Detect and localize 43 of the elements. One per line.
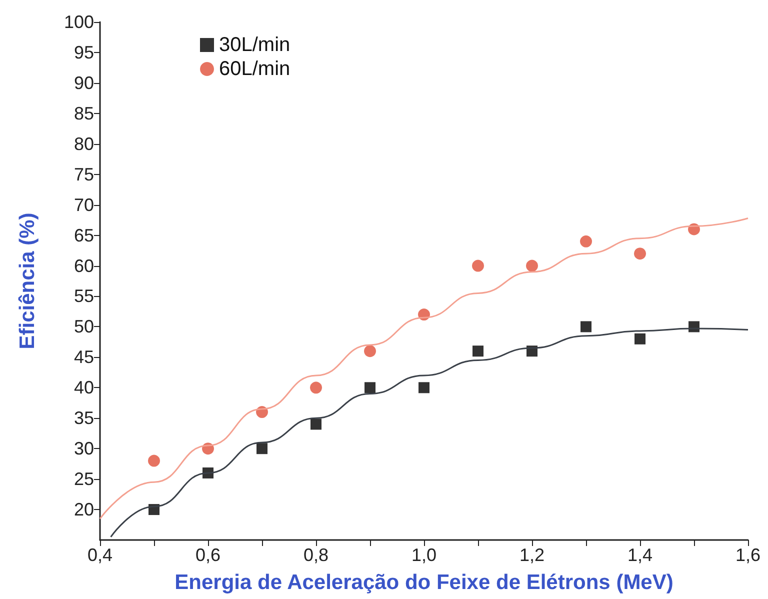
x-tick-label: 1,4 [627, 545, 653, 565]
point [310, 418, 322, 430]
y-axis-title: Eficiência (%) [16, 212, 39, 350]
y-tick-label: 50 [74, 316, 94, 337]
y-tick-label: 95 [74, 42, 94, 62]
y-tick-label: 40 [74, 378, 94, 398]
y-tick-label: 85 [74, 103, 94, 124]
y-tick-label: 45 [74, 347, 94, 368]
point [148, 454, 160, 467]
y-tick-label: 60 [74, 256, 94, 276]
x-tick-label: 1,6 [735, 545, 761, 565]
x-axis-title: Energia de Aceleração do Feixe de Elétrons (MeV) [174, 571, 674, 594]
y-tick-label: 30 [74, 438, 94, 459]
y-tick-label: 100 [64, 12, 94, 32]
point [526, 260, 538, 272]
y-tick-label: 35 [74, 408, 94, 428]
x-tick-label: 0,6 [195, 545, 221, 565]
point [634, 248, 646, 260]
y-tick-label: 65 [74, 225, 94, 246]
x-tick-label: 1,2 [519, 545, 545, 565]
point [364, 345, 376, 358]
x-tick-label: 0,4 [87, 545, 113, 565]
y-tick-label: 75 [74, 164, 94, 184]
point [418, 382, 430, 394]
y-tick-label: 25 [74, 469, 94, 490]
line-series [99, 217, 749, 520]
point [580, 235, 592, 248]
y-tick-label: 80 [74, 134, 94, 154]
point [256, 443, 268, 454]
legend-label: 60L/min [219, 58, 290, 80]
y-tick-label: 20 [74, 500, 94, 520]
point [472, 346, 484, 357]
point [472, 260, 484, 272]
x-tick-label: 0,8 [303, 545, 329, 565]
y-tick-label: 70 [74, 194, 94, 215]
point [580, 321, 592, 332]
x-tick-label: 1,0 [411, 545, 437, 565]
point [364, 382, 376, 394]
point [634, 333, 646, 344]
y-tick-label: 90 [74, 72, 94, 93]
y-tick-label: 55 [74, 286, 94, 306]
legend-label: 30L/min [219, 34, 290, 56]
point [310, 382, 322, 394]
